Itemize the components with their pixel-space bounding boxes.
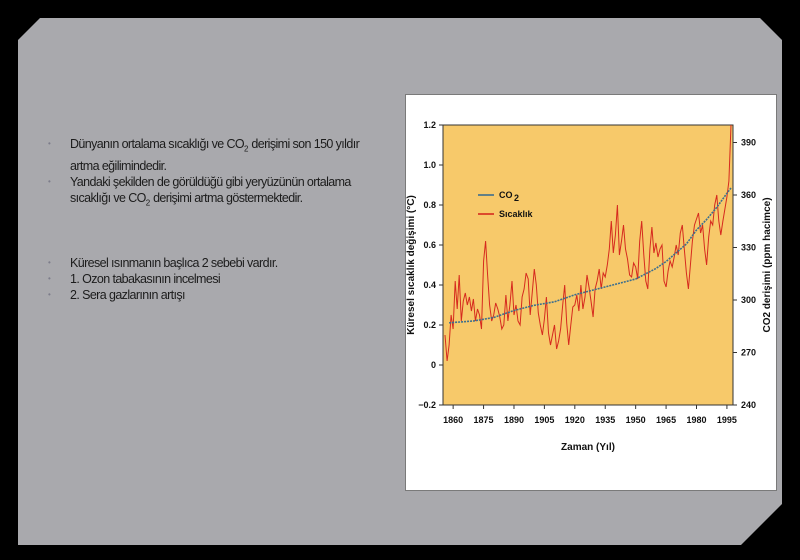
legend-label: CO (499, 190, 513, 200)
y-tick-label: 0.4 (423, 280, 436, 290)
bullet-text: Dünyanın ortalama sıcaklığı ve CO (70, 137, 245, 151)
bullet-item: • 1. Ozon tabakasının incelmesi (48, 271, 388, 287)
bullet-marker-icon: • (48, 290, 51, 299)
x-axis-title: Zaman (Yıl) (561, 442, 615, 453)
legend-label-subscript: 2 (514, 193, 519, 203)
x-tick-label: 1950 (626, 415, 646, 425)
y-tick-label: 0.8 (423, 200, 436, 210)
x-tick-label: 1890 (504, 415, 524, 425)
plot-area (442, 124, 734, 406)
y-axis-title: Küresel sıcaklık değişimi (°C) (406, 195, 417, 335)
bullet-item: • Küresel ısınmanın başlıca 2 sebebi var… (48, 255, 388, 271)
y2-tick-label: 300 (741, 295, 756, 305)
bullet-marker-icon: • (48, 274, 51, 283)
x-tick-label: 1935 (595, 415, 615, 425)
y2-tick-label: 240 (741, 400, 756, 410)
x-tick-label: 1965 (656, 415, 676, 425)
x-tick-label: 1980 (686, 415, 706, 425)
chart-image: −0.2 0 0.2 0.4 0.6 0.8 1.0 1.2 240 270 300 330 360 39… (405, 94, 777, 491)
corner-cut-top-left (18, 18, 40, 40)
bullet-list: • Dünyanın ortalama sıcaklığı ve CO2 der… (48, 136, 388, 303)
x-tick-label: 1905 (534, 415, 554, 425)
x-tick-label: 1995 (717, 415, 737, 425)
bullet-text-cont: derişimi son 150 yıldır artma eğiliminde… (70, 137, 360, 173)
chart-svg: −0.2 0 0.2 0.4 0.6 0.8 1.0 1.2 240 270 300 330 360 39… (406, 120, 773, 453)
y2-tick-label: 360 (741, 190, 756, 200)
bullet-subscript: 2 (244, 144, 249, 154)
corner-cut-bottom-right (741, 504, 782, 545)
y2-tick-label: 390 (741, 138, 756, 148)
bullet-item: • 2. Sera gazlarının artışı (48, 287, 388, 303)
x-tick-label: 1920 (565, 415, 585, 425)
y-tick-label: 0.2 (423, 320, 436, 330)
y2-axis-title: CO2 derişimi (ppm hacimce) (762, 197, 773, 332)
bullet-text: Küresel ısınmanın başlıca 2 sebebi vardı… (70, 256, 278, 270)
x-tick-label: 1860 (443, 415, 463, 425)
co2-series-line (449, 187, 732, 324)
y-tick-label: 0.6 (423, 240, 436, 250)
y-tick-label: 0 (431, 360, 436, 370)
y2-tick-label: 270 (741, 348, 756, 358)
bullet-marker-icon: • (48, 139, 51, 148)
bullet-text: Yandaki şekilden de görüldüğü gibi yeryü… (70, 174, 351, 205)
bullet-subscript: 2 (145, 198, 151, 207)
y2-tick-label: 330 (741, 243, 756, 253)
bullet-text: 1. Ozon tabakasının incelmesi (70, 272, 221, 286)
y-tick-label: −0.2 (418, 400, 436, 410)
y-tick-label: 1.0 (423, 160, 436, 170)
bullet-text-cont: derişimi artma göstermektedir. (150, 190, 303, 205)
legend-label: Sıcaklık (499, 209, 534, 219)
bullet-text: 2. Sera gazlarının artışı (70, 288, 186, 302)
bullet-item: • Yandaki şekilden de görüldüğü gibi yer… (48, 174, 388, 212)
bullet-marker-icon: • (48, 176, 51, 186)
y-tick-label: 1.2 (423, 120, 436, 130)
corner-cut-top-right (760, 18, 782, 40)
bullet-item: • Dünyanın ortalama sıcaklığı ve CO2 der… (48, 136, 388, 174)
x-tick-label: 1875 (474, 415, 494, 425)
bullet-marker-icon: • (48, 258, 51, 267)
